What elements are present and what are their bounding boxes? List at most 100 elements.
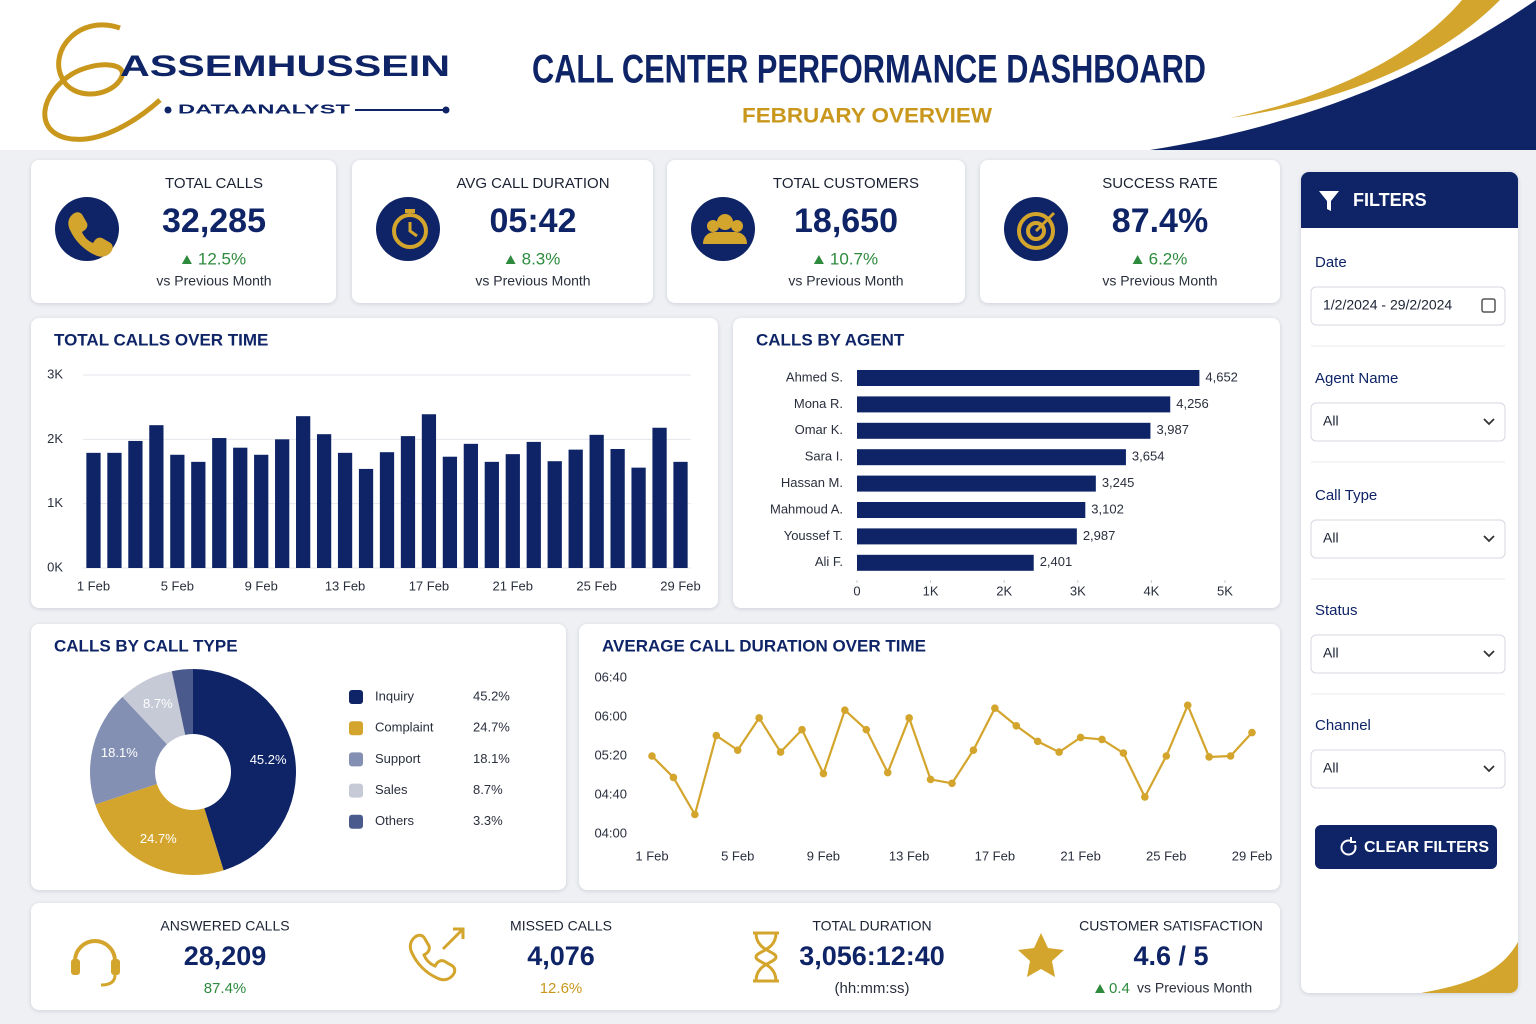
point [883, 768, 892, 777]
up-arrow [505, 255, 516, 264]
page-title: CALL CENTER PERFORMANCE DASHBOARD [532, 48, 1206, 92]
point [1055, 748, 1063, 756]
chart-card: CALLS BY CALL TYPE 45.2% Inquiry 45.2% 24.7%… [31, 624, 566, 890]
x-tick-label: 17 Feb [975, 848, 1015, 863]
point [1119, 749, 1128, 757]
summary-value: 28,209 [184, 941, 267, 971]
summary-title: CUSTOMER SATISFACTION [1079, 918, 1263, 934]
chart-card: CALLS BY AGENT 0 1K 2K 3K 4K 5K Ahmed S. 4,652 Mo… [733, 318, 1280, 608]
point [948, 779, 956, 788]
x-tick-label: 29 Feb [660, 578, 700, 593]
summary-card: ANSWERED CALLS 28,209 87.4% MISSED CALLS 4,0… [31, 903, 1280, 1010]
bar [254, 454, 269, 568]
point [755, 714, 763, 722]
y-tick-label: 0K [47, 559, 63, 574]
filter-input[interactable] [1310, 402, 1506, 442]
agent-label: Youssef T. [784, 528, 843, 543]
kpi-title: TOTAL CUSTOMERS [773, 175, 919, 192]
kpi-change: 10.7% [830, 249, 878, 268]
point [1033, 737, 1042, 746]
value-label: 2,401 [1040, 554, 1073, 569]
kpi-card-svg: TOTAL CUSTOMERS 18,650 10.7% vs Previous Mo… [691, 175, 919, 289]
agent-label: Mahmoud A. [770, 501, 843, 516]
summary-title: MISSED CALLS [510, 918, 612, 934]
kpi-note: vs Previous Month [1102, 273, 1217, 289]
summary-card-svg: ANSWERED CALLS 28,209 87.4% MISSED CALLS 4,0… [71, 918, 1263, 997]
point [1162, 752, 1171, 760]
filter-title: FILTERS [1353, 190, 1427, 210]
x-tick-label: 4K [1143, 583, 1159, 598]
bar [107, 452, 122, 568]
donut-slice [122, 671, 186, 745]
filter-input[interactable] [1310, 634, 1506, 674]
missed-icon [408, 933, 457, 982]
bar [463, 443, 478, 568]
people-icon [731, 220, 743, 232]
headset-ear [71, 959, 80, 975]
legend-label: Sales [375, 782, 408, 797]
chart-card: TOTAL CALLS OVER TIME 0K 1K 2K 3K 1 Feb 5 Feb 9… [31, 318, 718, 608]
bar [652, 427, 667, 568]
legend-label: Others [375, 813, 415, 828]
point [1076, 733, 1085, 742]
kpi-card: TOTAL CUSTOMERS 18,650 10.7% vs Previous Mo… [667, 160, 965, 303]
point [926, 775, 935, 784]
kpi-title: TOTAL CALLS [165, 175, 263, 192]
chevron [1483, 418, 1495, 426]
bar [128, 440, 143, 568]
clear-button[interactable] [1315, 825, 1497, 869]
filter-input[interactable] [1310, 286, 1506, 326]
summary-sub: 0.4 [1109, 980, 1130, 997]
x-tick-label: 1K [923, 583, 939, 598]
value-label: 3,245 [1102, 475, 1135, 490]
filter-value: 1/2/2024 - 29/2/2024 [1323, 297, 1452, 313]
bar [857, 528, 1077, 545]
x-tick-label: 9 Feb [245, 578, 278, 593]
target-arrow [1034, 211, 1056, 233]
header-art: ASSEMHUSSEIN DATAANALYST CALL CENTER PER… [42, 0, 1536, 150]
point [712, 731, 721, 740]
refresh-icon [1340, 837, 1357, 856]
y-tick-label: 2K [47, 431, 63, 446]
legend-label: Complaint [375, 720, 434, 735]
donut-slice [95, 783, 224, 875]
swoosh-gold [1230, 0, 1500, 118]
kpi-card: TOTAL CALLS 32,285 12.5% vs Previous Month [31, 160, 336, 303]
x-tick-label: 25 Feb [576, 578, 616, 593]
summary-value: 4,076 [527, 941, 595, 971]
chevron [1483, 765, 1495, 773]
legend-swatch [349, 814, 363, 829]
kpi-value: 18,650 [794, 202, 898, 240]
point [991, 704, 999, 713]
summary-title: TOTAL DURATION [812, 918, 931, 934]
star-icon [1018, 933, 1064, 977]
filter-label: Call Type [1315, 487, 1377, 504]
page-subtitle: FEBRUARY OVERVIEW [742, 105, 992, 128]
swoosh [1150, 0, 1536, 150]
x-tick-label: 5 Feb [161, 578, 194, 593]
chart-title: AVERAGE CALL DURATION OVER TIME [602, 636, 926, 655]
kpi-icon-bg [376, 197, 440, 261]
filter-input[interactable] [1310, 519, 1506, 559]
chevron [1483, 535, 1495, 543]
phone-icon [68, 212, 113, 257]
bar [857, 554, 1034, 571]
point [1226, 752, 1235, 760]
y-tick-label: 3K [47, 366, 63, 381]
kpi-change: 8.3% [522, 249, 561, 268]
filter-input[interactable] [1310, 749, 1506, 789]
missed-arrow [441, 927, 465, 951]
summary-value: 4.6 / 5 [1133, 941, 1208, 971]
kpi-value: 32,285 [162, 202, 266, 240]
filter-label: Status [1315, 602, 1358, 619]
x-tick-label: 17 Feb [409, 578, 449, 593]
value-label: 3,654 [1132, 449, 1165, 464]
filter-label: Channel [1315, 717, 1371, 734]
bar [275, 439, 290, 568]
bar [316, 434, 332, 568]
panel-swoosh [1421, 942, 1518, 993]
slice-label: 45.2% [250, 752, 287, 767]
chart-card-svg: TOTAL CALLS OVER TIME 0K 1K 2K 3K 1 Feb 5 Feb 9… [47, 330, 701, 593]
filter-value: All [1323, 645, 1339, 661]
